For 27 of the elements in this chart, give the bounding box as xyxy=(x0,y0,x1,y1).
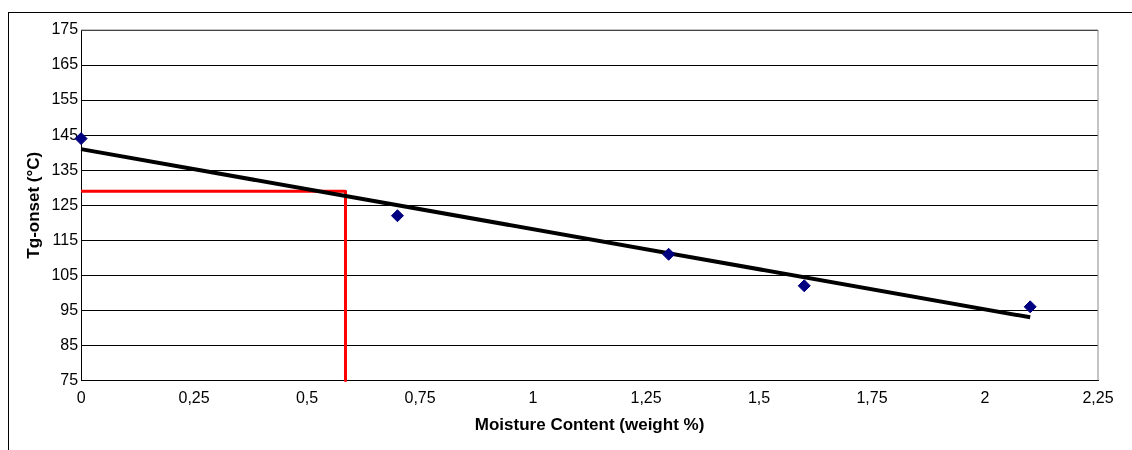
y-tick-label: 165 xyxy=(51,55,79,73)
point xyxy=(797,279,811,293)
y-tick-label: 125 xyxy=(51,195,79,213)
x-tick-label: 1,5 xyxy=(747,389,771,407)
y-tick-label: 105 xyxy=(51,265,79,283)
x-tick-label: 1,75 xyxy=(856,389,888,407)
point xyxy=(390,209,404,223)
y-tick-label: 145 xyxy=(51,125,79,143)
x-tick-label: 1 xyxy=(528,389,538,407)
y-tick-label: 95 xyxy=(60,300,79,318)
x-tick-label: 0,5 xyxy=(295,389,319,407)
y-tick-label: 85 xyxy=(60,335,79,353)
x-tick-label: 0,25 xyxy=(178,389,210,407)
y-tick-label: 75 xyxy=(60,370,79,388)
y-tick-label: 135 xyxy=(51,160,79,178)
x-tick-label: 0,75 xyxy=(404,389,436,407)
x-tick-label: 2,25 xyxy=(1082,389,1114,407)
x-axis-title: Moisture Content (weight %) xyxy=(474,415,705,435)
y-axis-title: Tg-onset (°C) xyxy=(23,151,43,259)
x-tick-label: 2 xyxy=(980,389,990,407)
y-tick-label: 115 xyxy=(52,230,79,248)
y-tick-label: 155 xyxy=(51,90,79,108)
x-tick-label: 0 xyxy=(76,389,86,407)
point xyxy=(662,247,676,261)
y-tick-label: 175 xyxy=(51,20,79,38)
x-tick-label: 1,25 xyxy=(630,389,662,407)
point xyxy=(1023,300,1037,314)
